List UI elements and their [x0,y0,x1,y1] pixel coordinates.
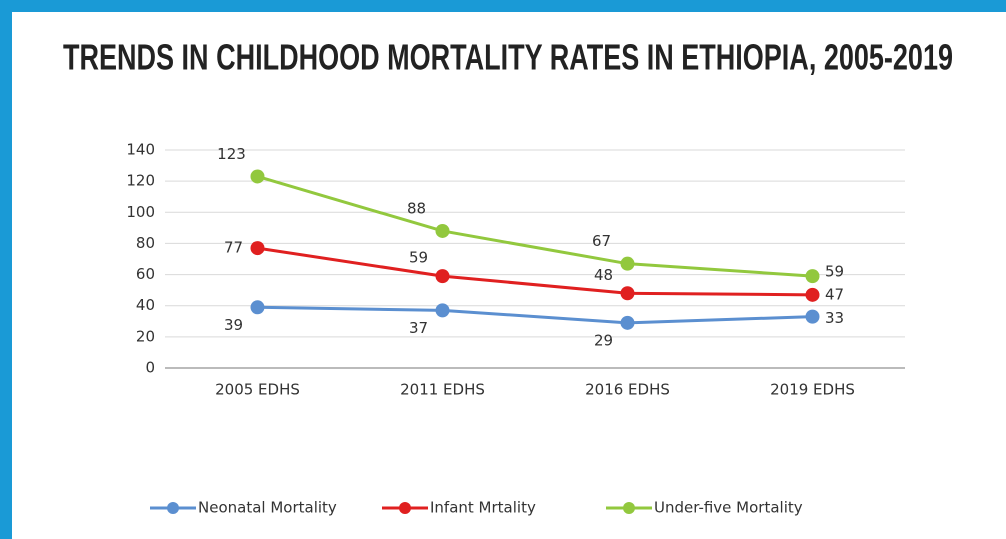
data-point [620,315,635,330]
top-border [0,0,1006,12]
data-label: 29 [594,331,613,349]
data-label: 59 [825,263,844,281]
x-tick-label: 2019 EDHS [770,381,855,399]
data-point [250,300,265,315]
data-point [435,223,450,238]
y-tick-label: 100 [126,203,155,221]
left-border [0,0,12,539]
legend-marker [399,502,411,514]
legend-label: Infant Mrtality [430,499,536,517]
legend-marker [623,502,635,514]
data-point [250,169,265,184]
y-tick-label: 60 [136,265,155,283]
data-point [620,286,635,301]
data-label: 39 [224,316,243,334]
data-label: 77 [224,239,243,257]
x-tick-label: 2005 EDHS [215,381,300,399]
y-tick-label: 0 [145,359,155,377]
data-label: 67 [592,232,611,250]
y-tick-label: 80 [136,234,155,252]
y-tick-label: 40 [136,296,155,314]
x-tick-label: 2016 EDHS [585,381,670,399]
chart-title: TRENDS IN CHILDHOOD MORTALITY RATES IN E… [63,37,953,78]
series-line [257,246,813,297]
data-label: 88 [407,199,426,217]
legend-marker [167,502,179,514]
legend-label: Under-five Mortality [654,499,803,517]
x-tick-label: 2011 EDHS [400,381,485,399]
data-label: 37 [409,319,428,337]
data-point [805,269,820,284]
series-line [257,305,813,325]
data-point [805,309,820,324]
data-point [250,241,265,256]
data-point [620,256,635,271]
data-point [435,303,450,318]
data-point [435,269,450,284]
data-label: 48 [594,266,613,284]
series-line [257,175,813,278]
data-label: 59 [409,249,428,267]
y-tick-label: 120 [126,172,155,190]
data-label: 47 [825,285,844,303]
y-tick-label: 20 [136,327,155,345]
data-point [805,287,820,302]
y-tick-label: 140 [126,141,155,159]
data-label: 123 [217,145,246,163]
legend-label: Neonatal Mortality [198,499,337,517]
data-label: 33 [825,309,844,327]
